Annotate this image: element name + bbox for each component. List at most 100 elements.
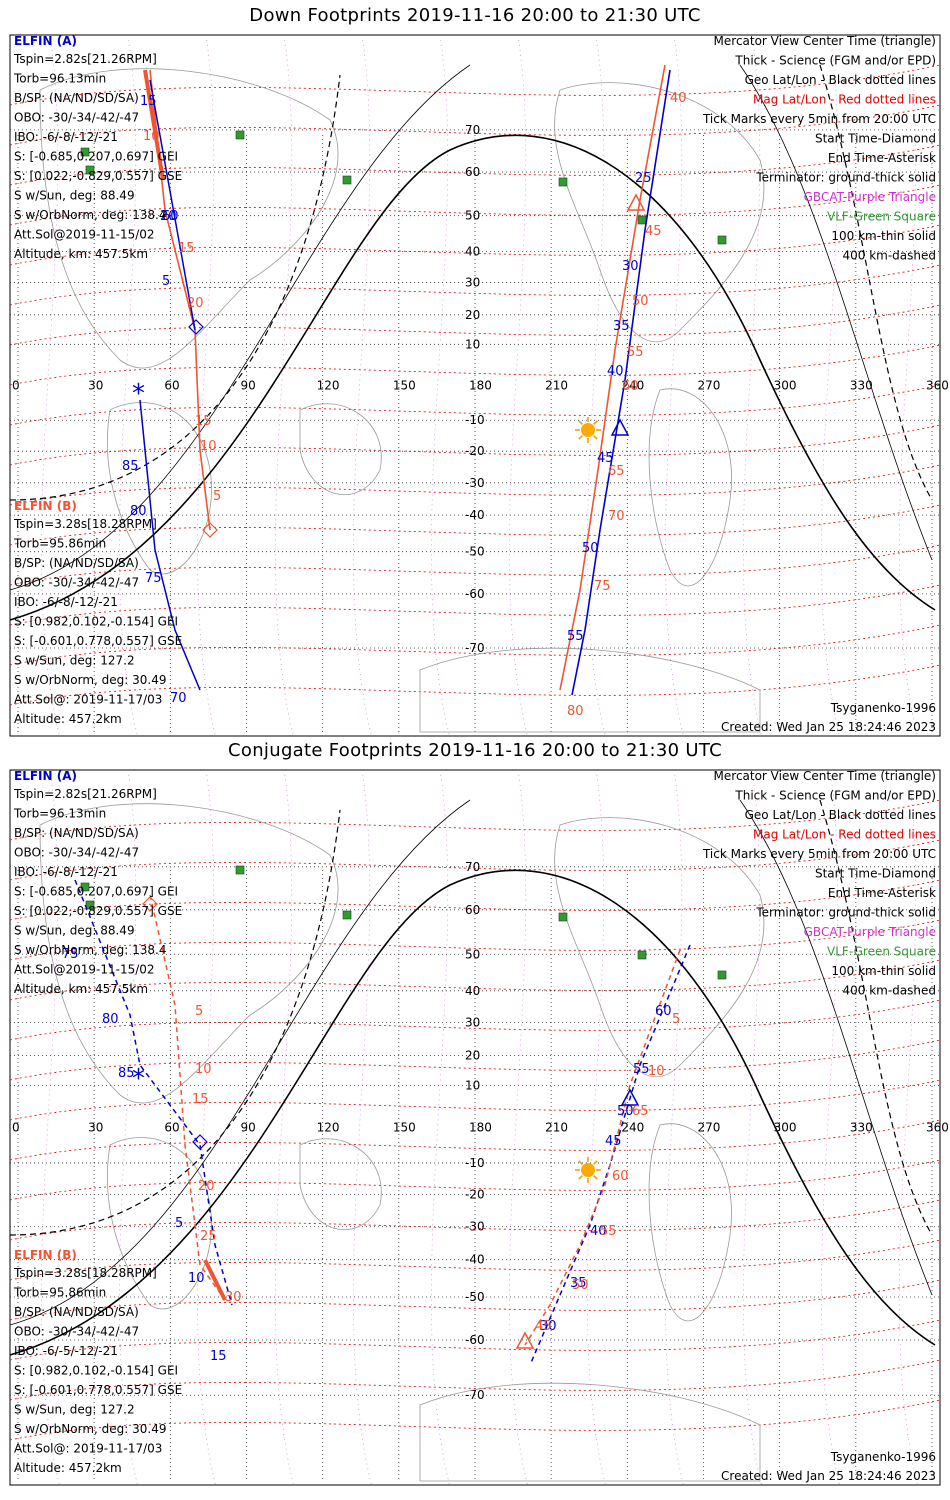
elfin-a-tick-label: 15 <box>140 94 157 109</box>
elfin-a-tick-label: 35 <box>613 319 630 334</box>
elfin-b-tick-label: 65 <box>608 464 625 479</box>
elfin-a-tick-label: 5 <box>162 274 170 289</box>
elfin-b-tick-label: 80 <box>567 704 584 719</box>
lat-tick-label: 40 <box>465 245 480 259</box>
vlf-station-square <box>85 165 95 175</box>
elfin-b-info-line: Torb=95.86min <box>13 537 106 551</box>
legend-line: 400 km-dashed <box>842 984 936 998</box>
elfin-b-info-line: S: [-0.601,0.778,0.557] GSE <box>14 1383 182 1397</box>
mag-lat-line <box>9 1239 941 1281</box>
mag-lat-line <box>9 64 941 106</box>
elfin-b-tick-label: 60 <box>622 379 639 394</box>
landmass-outline <box>648 388 732 587</box>
elfin-a-tick-label: 20 <box>160 209 177 224</box>
elfin-b-info-line: B/SP: (NA/ND/SD/SA) <box>14 556 139 570</box>
elfin-b-info-line: Att.Sol@: 2019-11-17/03 <box>14 1442 162 1456</box>
sun-icon <box>575 417 601 443</box>
landmass-outline <box>419 1382 761 1482</box>
legend-line: 400 km-dashed <box>842 249 936 263</box>
elfin-a-tick-label: 10 <box>188 1271 205 1286</box>
center-triangle-a <box>610 418 630 436</box>
elfin-a-tick-label: 85 <box>122 459 139 474</box>
legend-line: VLF-Green Square <box>827 945 936 959</box>
legend-line: Mercator View Center Time (triangle) <box>714 769 936 783</box>
mag-lon-line <box>587 769 607 1487</box>
landmass-outline <box>39 68 339 369</box>
terminator-400km-east <box>819 64 933 501</box>
elfin-b-tick-label: 45 <box>645 224 662 239</box>
end-asterisk: * <box>132 379 145 409</box>
vlf-station-square <box>80 882 90 892</box>
terminator-100km-east <box>739 64 933 561</box>
mag-lat-line <box>9 624 941 666</box>
mag-lon-line <box>431 769 451 1487</box>
mag-lat-line <box>9 224 941 266</box>
vlf-station-square <box>235 865 245 875</box>
elfin-a-info-line: S w/Sun, deg: 88.49 <box>14 924 135 938</box>
mag-lat-line <box>9 264 941 306</box>
created-timestamp: Created: Wed Jan 25 18:24:46 2023 <box>721 1469 936 1483</box>
elfin-a-tick-label: 80 <box>130 504 147 519</box>
elfin-b-info-line: S w/Sun, deg: 127.2 <box>14 654 135 668</box>
elfin-b-science-segment <box>143 69 165 181</box>
lat-tick-label: -20 <box>465 444 485 458</box>
elfin-a-tick-label: 55 <box>567 629 584 644</box>
lon-tick-label: 30 <box>88 378 103 392</box>
start-diamond <box>188 319 204 335</box>
vlf-station-square <box>80 147 90 157</box>
lon-tick-label: 180 <box>469 1120 492 1134</box>
elfin-a-info-line: IBO: -6/-8/-12/-21 <box>14 865 118 879</box>
lon-tick-label: 300 <box>774 1120 797 1134</box>
elfin-b-tick-label: 5 <box>672 1012 680 1027</box>
landmass-outline <box>299 403 382 495</box>
elfin-b-info-line: Tspin=3.28s[18.28RPM] <box>13 517 157 531</box>
legend-line: GBCAT-Purple Triangle <box>804 925 936 939</box>
terminator-400km <box>9 809 341 1236</box>
lat-tick-label: 10 <box>465 1078 480 1092</box>
elfin-b-tick-label: 10 <box>200 439 217 454</box>
landmass-outline <box>554 817 765 1077</box>
legend-line: Terminator: ground-thick solid <box>755 906 936 920</box>
start-diamond-b <box>142 896 158 912</box>
legend-line: GBCAT-Purple Triangle <box>804 190 936 204</box>
legend-line: Mag Lat/Lon - Red dotted lines <box>753 93 936 107</box>
elfin-b-name: ELFIN (B) <box>14 1248 77 1262</box>
mag-lon-line <box>665 769 685 1487</box>
elfin-a-tick-label: 45 <box>605 1134 622 1149</box>
map-frame <box>9 769 941 1486</box>
terminator-400km-east <box>819 799 933 1236</box>
elfin-a-info-line: Tspin=2.82s[21.26RPM] <box>13 52 157 66</box>
elfin-b-tick-label: 65 <box>632 1104 649 1119</box>
lon-tick-label: 180 <box>469 378 492 392</box>
elfin-a-tick-label: 70 <box>170 691 187 706</box>
elfin-a-track-west <box>149 79 196 331</box>
elfin-a-info-line: S w/OrbNorm, deg: 138.4 <box>14 208 166 222</box>
lat-tick-label: -40 <box>465 1253 485 1267</box>
elfin-a-info-line: S: [-0.685,0.207,0.697] GEI <box>14 885 178 899</box>
mag-lon-line <box>353 769 373 1487</box>
lon-tick-label: 240 <box>621 378 644 392</box>
legend-line: Mercator View Center Time (triangle) <box>714 34 936 48</box>
mag-lon-line <box>509 769 529 1487</box>
elfin-b-info-line: Altitude: 457.2km <box>14 1461 122 1475</box>
elfin-a-conj-track-west <box>74 879 233 1306</box>
mag-lon-line <box>41 769 61 1487</box>
lon-tick-label: 120 <box>317 378 340 392</box>
landmass-outline <box>107 1137 212 1310</box>
elfin-b-tick-label: 70 <box>608 509 625 524</box>
elfin-a-info-line: S: [0.022,-0.829,0.557] GSE <box>14 904 182 918</box>
lon-tick-label: 90 <box>241 378 256 392</box>
elfin-a-conj-track-east <box>529 944 691 1366</box>
mag-lon-line <box>899 769 919 1487</box>
mag-lat-line <box>9 1159 941 1201</box>
elfin-a-info-line: S w/Sun, deg: 88.49 <box>14 189 135 203</box>
lon-tick-label: 360 <box>926 1120 949 1134</box>
lat-tick-label: -10 <box>465 413 485 427</box>
elfin-b-info-line: S: [0.982,0.102,-0.154] GEI <box>14 615 178 629</box>
end-asterisk: * <box>132 1064 145 1094</box>
mag-lon-line <box>821 769 841 1487</box>
lat-tick-label: 30 <box>465 275 480 289</box>
elfin-a-info-line: Tspin=2.82s[21.26RPM] <box>13 787 157 801</box>
panel-1-title: Down Footprints 2019-11-16 20:00 to 21:3… <box>249 5 701 26</box>
legend-line: VLF-Green Square <box>827 210 936 224</box>
